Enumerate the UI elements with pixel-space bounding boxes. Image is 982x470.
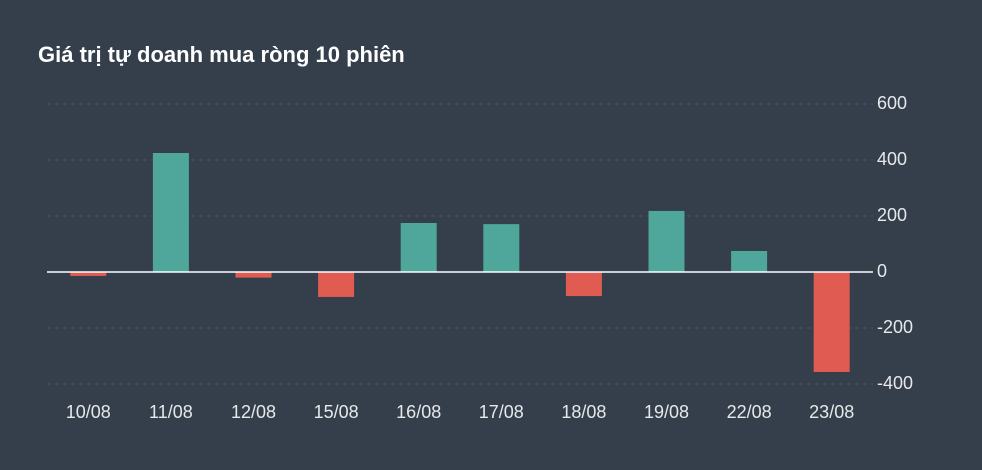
x-tick-label: 22/08 xyxy=(727,402,772,422)
y-tick-label: 600 xyxy=(877,93,907,113)
bar xyxy=(648,210,685,272)
x-tick-label: 12/08 xyxy=(231,402,276,422)
x-tick-label: 18/08 xyxy=(561,402,606,422)
x-tick-label: 11/08 xyxy=(149,402,193,422)
bar xyxy=(152,153,189,272)
bar xyxy=(483,224,520,272)
y-tick-label: -200 xyxy=(877,317,913,337)
bar xyxy=(400,223,437,272)
x-tick-label: 10/08 xyxy=(66,402,111,422)
bar xyxy=(565,272,602,297)
bar xyxy=(235,272,272,278)
x-tick-label: 19/08 xyxy=(644,402,689,422)
x-tick-label: 23/08 xyxy=(809,402,854,422)
x-tick-label: 15/08 xyxy=(314,402,359,422)
y-tick-label: 0 xyxy=(877,261,887,281)
x-tick-label: 17/08 xyxy=(479,402,524,422)
bar xyxy=(70,272,107,276)
y-tick-label: 200 xyxy=(877,205,907,225)
bar xyxy=(731,251,768,272)
chart-title: Giá trị tự doanh mua ròng 10 phiên xyxy=(38,42,405,67)
x-tick-label: 16/08 xyxy=(396,402,441,422)
y-tick-label: 400 xyxy=(877,149,907,169)
y-tick-label: -400 xyxy=(877,373,913,393)
bar xyxy=(318,272,355,297)
bar xyxy=(813,272,850,372)
